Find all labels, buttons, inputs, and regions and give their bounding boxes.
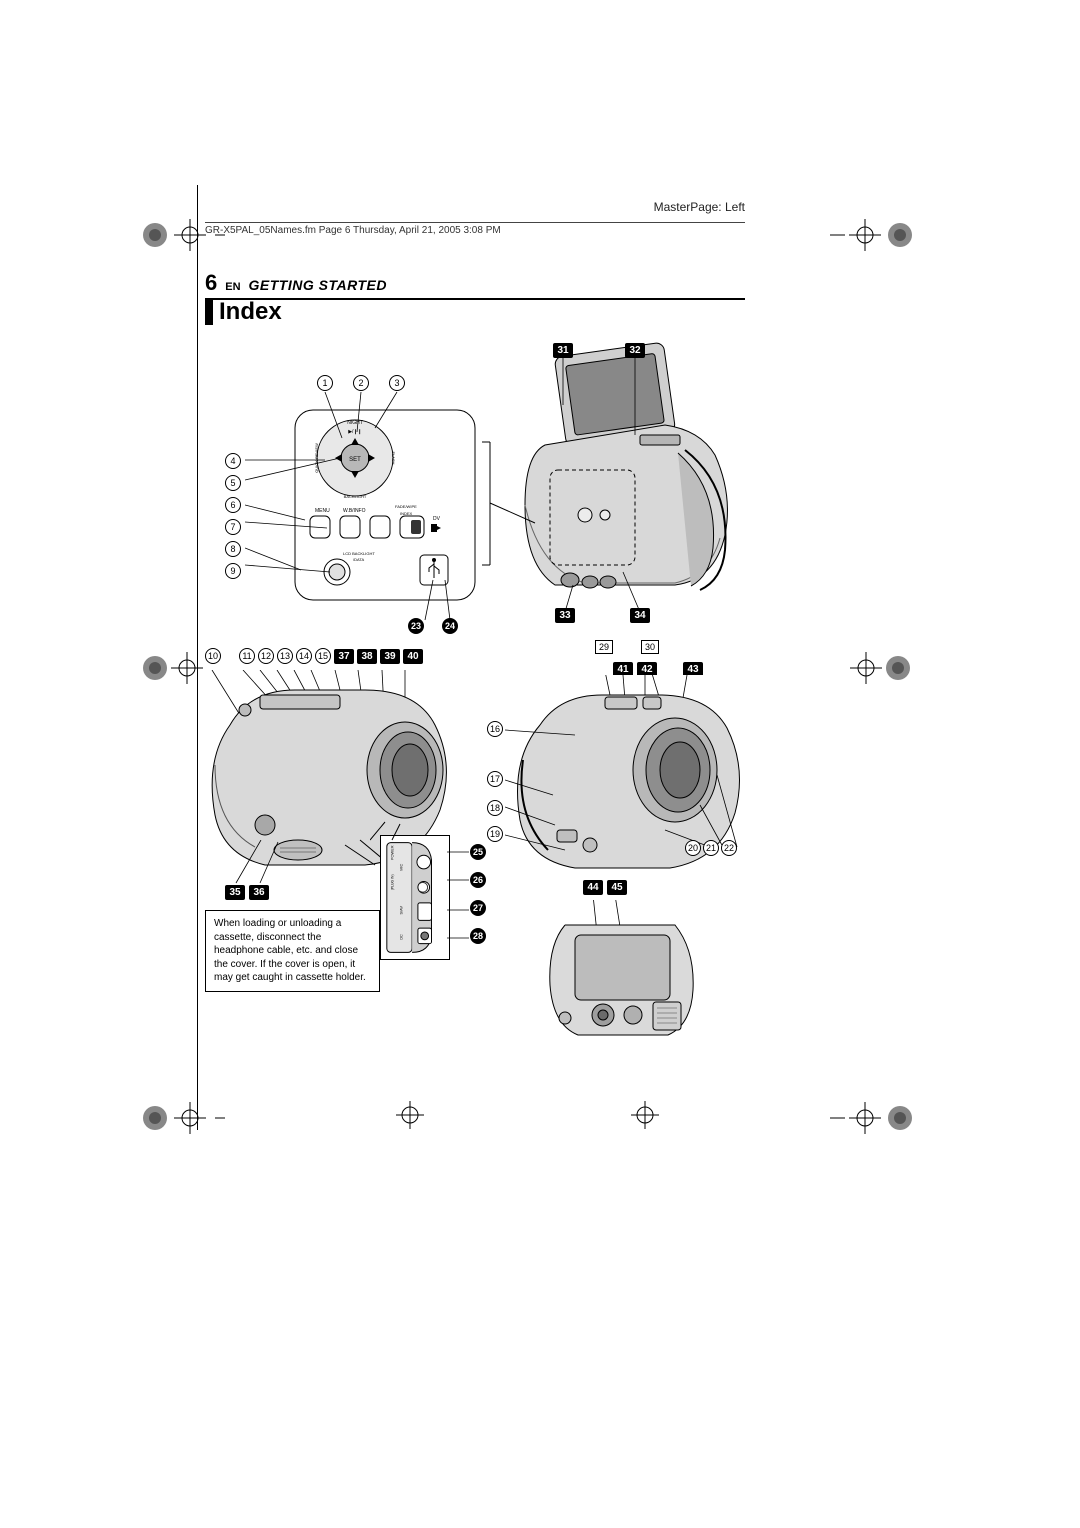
- callout-37: 37: [334, 649, 354, 664]
- cassette-note: When loading or unloading a cassette, di…: [205, 910, 380, 992]
- callout-6: 6: [225, 497, 241, 513]
- svg-text:S/AV: S/AV: [398, 906, 403, 915]
- row2-right-left-callouts: 16 17: [487, 721, 503, 787]
- callout-9: 9: [225, 563, 241, 579]
- crop-mark-bottom-center-2: [630, 1100, 660, 1130]
- callout-25: 25: [470, 844, 486, 860]
- file-banner: GR-X5PAL_05Names.fm Page 6 Thursday, Apr…: [205, 222, 745, 236]
- callout-23: 23: [408, 618, 424, 634]
- callout-13: 13: [277, 648, 293, 664]
- row2-right-right-callouts: 20 21 22: [685, 840, 737, 856]
- crop-mark-bottom-left: [135, 1098, 225, 1138]
- page-lang: EN: [225, 281, 240, 293]
- connector-callouts: 25 26 27 28: [470, 844, 486, 944]
- callout-15: 15: [315, 648, 331, 664]
- row2-left-bottom-callouts: 35 36: [225, 885, 269, 900]
- callout-24: 24: [442, 618, 458, 634]
- svg-text:DC: DC: [398, 934, 403, 940]
- callout-22: 22: [721, 840, 737, 856]
- svg-text:POWER: POWER: [390, 845, 395, 860]
- crop-mark-top-right: [830, 215, 920, 255]
- index-heading: Index: [205, 298, 282, 326]
- callout-16: 16: [487, 721, 503, 737]
- callout-40: 40: [403, 649, 423, 664]
- row2-right-whitesq: 29 30: [595, 640, 659, 654]
- callout-34: 34: [630, 605, 650, 623]
- callout-33: 33: [555, 605, 575, 623]
- callout-panel-bottom: 23 24: [408, 618, 458, 634]
- callout-12: 12: [258, 648, 274, 664]
- connector-leader: [370, 820, 455, 845]
- callout-36: 36: [249, 885, 269, 900]
- callout-17: 17: [487, 771, 503, 787]
- row2-right-left-callouts2: 18 19: [487, 800, 503, 842]
- callout-19: 19: [487, 826, 503, 842]
- index-heading-text: Index: [219, 298, 282, 326]
- bottom-blacksq: 44 45: [583, 880, 627, 895]
- heading-bar: [205, 299, 213, 325]
- callout-7: 7: [225, 519, 241, 535]
- callout-44: 44: [583, 880, 603, 895]
- crop-mark-bottom-center-1: [395, 1100, 425, 1130]
- callout-26: 26: [470, 872, 486, 888]
- callout-5: 5: [225, 475, 241, 491]
- page-number: 6: [205, 270, 217, 296]
- callout-38: 38: [357, 649, 377, 664]
- crop-mark-mid-right: [848, 648, 918, 688]
- callout-col-panel-left: 4 5 6 7 8 9: [225, 453, 241, 579]
- crop-mark-bottom-right: [830, 1098, 920, 1138]
- crop-mark-mid-left: [135, 648, 205, 688]
- callout-20: 20: [685, 840, 701, 856]
- callout-11: 11: [239, 648, 255, 664]
- callout-39: 39: [380, 649, 400, 664]
- page-header: 6 EN GETTING STARTED: [205, 270, 745, 300]
- callout-4: 4: [225, 453, 241, 469]
- callout-8: 8: [225, 541, 241, 557]
- panel-leader-lines: [245, 380, 495, 630]
- row2-bottom-leaders: [233, 840, 293, 885]
- connector-cover-figure: POWER MIC (PLUG IN) S/AV DC: [380, 835, 450, 960]
- page-content: MasterPage: Left GR-X5PAL_05Names.fm Pag…: [205, 200, 745, 1100]
- masterpage-label: MasterPage: Left: [654, 200, 745, 214]
- callout-35: 35: [225, 885, 245, 900]
- callout-28: 28: [470, 928, 486, 944]
- callout-21: 21: [703, 840, 719, 856]
- page-rule-left: [197, 185, 198, 1130]
- callout-29: 29: [595, 640, 613, 654]
- connector-callout-leaders: [447, 840, 472, 960]
- panel-to-body-leader: [480, 440, 540, 570]
- camcorder-bottom-figure: [545, 900, 705, 1045]
- svg-text:(PLUG IN): (PLUG IN): [391, 874, 395, 890]
- callout-18: 18: [487, 800, 503, 816]
- svg-text:MIC: MIC: [398, 863, 403, 870]
- section-title: GETTING STARTED: [249, 277, 387, 293]
- callout-14: 14: [296, 648, 312, 664]
- cassette-note-text: When loading or unloading a cassette, di…: [214, 918, 366, 983]
- callout-27: 27: [470, 900, 486, 916]
- callout-45: 45: [607, 880, 627, 895]
- callout-10: 10: [205, 648, 221, 664]
- callout-30: 30: [641, 640, 659, 654]
- row2-left-callout-row: 10 11 12 13 14 15 37 38 39 40: [205, 648, 423, 664]
